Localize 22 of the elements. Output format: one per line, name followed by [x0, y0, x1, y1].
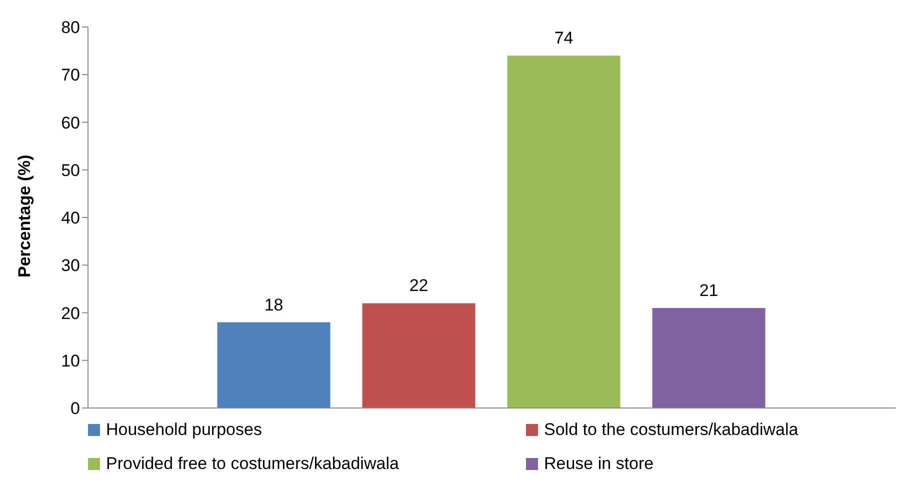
y-tick-label: 80: [61, 18, 80, 38]
y-axis-title: Percentage (%): [15, 154, 34, 278]
y-tick-label: 0: [70, 399, 80, 418]
y-tick-label: 50: [61, 160, 80, 180]
y-tick-label: 10: [61, 351, 80, 370]
y-tick-label: 60: [61, 113, 80, 132]
y-tick-label: 20: [61, 304, 80, 323]
data-label: 18: [264, 295, 284, 314]
legend-label: Household purposes: [106, 420, 262, 440]
data-label: 22: [409, 276, 428, 296]
y-tick-label: 70: [61, 66, 80, 85]
y-tick-label: 30: [61, 256, 80, 276]
bar: [652, 308, 766, 408]
legend-label: Sold to the costumers/kabadiwala: [544, 420, 798, 440]
data-label: 74: [554, 28, 574, 48]
bar: [217, 322, 330, 408]
legend-label: Reuse in store: [544, 454, 654, 474]
y-tick-label: 40: [61, 208, 80, 228]
bar: [362, 303, 476, 408]
bar: [507, 56, 620, 408]
data-label: 21: [699, 280, 718, 300]
legend-label: Provided free to costumers/kabadiwala: [106, 454, 399, 474]
